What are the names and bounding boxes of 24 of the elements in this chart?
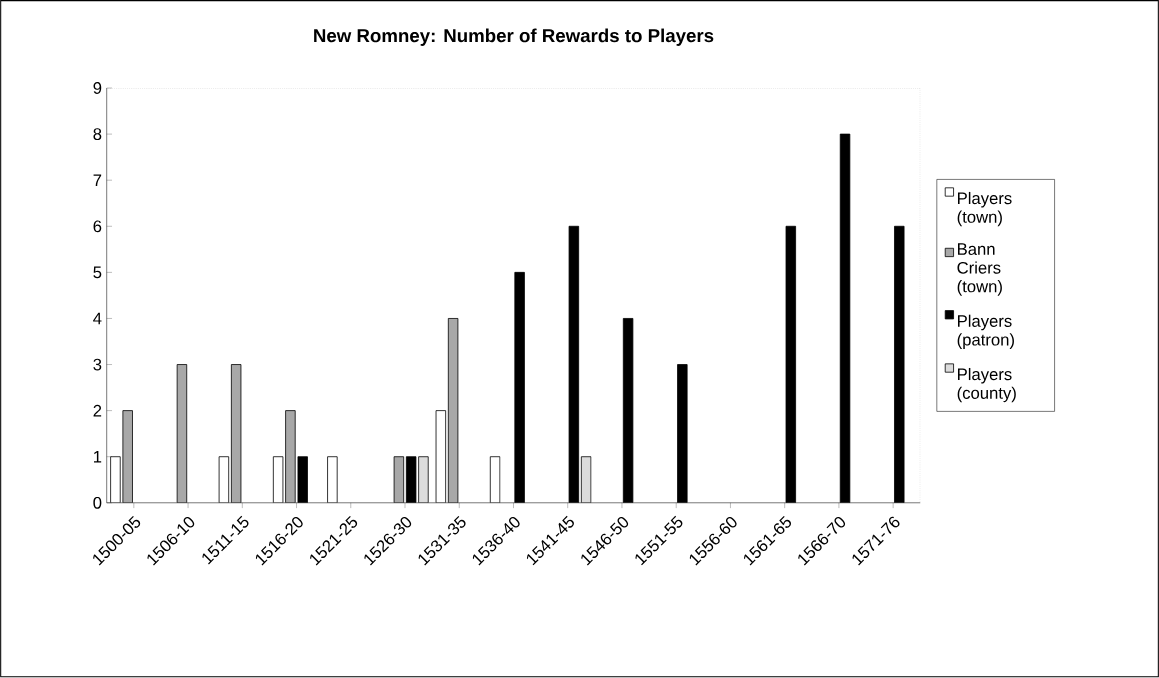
bar <box>418 456 429 504</box>
chart-title: New Romney: Number of Rewards to Players <box>314 28 714 47</box>
y-tick-label: 0 <box>93 497 102 509</box>
legend-label: Bann Criers (town) <box>957 243 1002 296</box>
y-tick-label: 7 <box>93 174 102 187</box>
y-tick-label: 8 <box>93 128 102 141</box>
legend-label: Players (town) <box>957 192 1012 227</box>
bar <box>393 456 405 504</box>
y-tick-label: 9 <box>93 82 102 95</box>
bar <box>489 456 501 504</box>
legend-label: Players (county) <box>957 368 1016 403</box>
bar <box>447 318 459 504</box>
bar <box>218 456 230 504</box>
bar <box>435 410 447 504</box>
y-tick-label: 5 <box>93 266 102 279</box>
y-tick-label: 4 <box>93 312 102 325</box>
y-tick-label: 2 <box>93 405 102 417</box>
legend-label: Players (patron) <box>957 314 1014 350</box>
bar <box>230 364 242 504</box>
y-tick-label: 6 <box>93 220 102 233</box>
y-tick-label: 3 <box>93 358 102 371</box>
bar <box>327 456 338 504</box>
y-tick-label: 1 <box>94 451 102 463</box>
bar <box>176 364 188 504</box>
